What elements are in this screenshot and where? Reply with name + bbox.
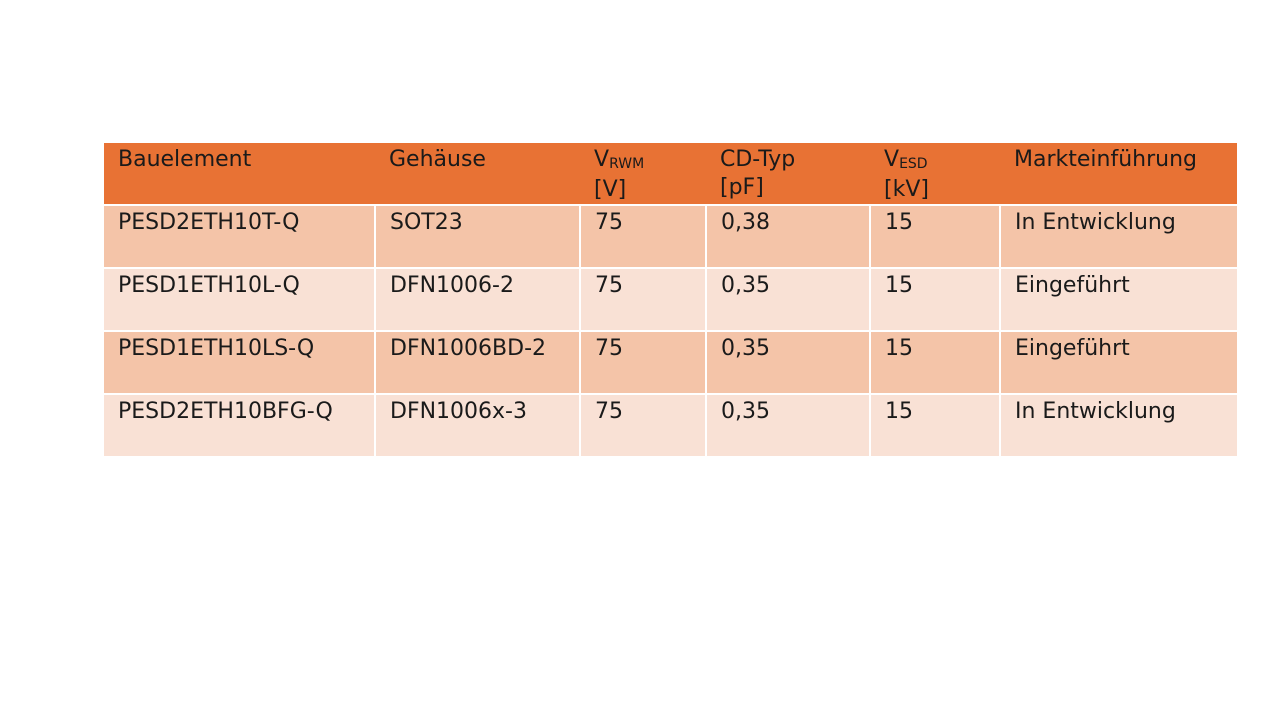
cell-status: In Entwicklung — [999, 205, 1237, 269]
cell-vrwm: 75 — [579, 331, 706, 395]
table-row: PESD2ETH10T-Q SOT23 75 0,38 15 In Entwic… — [104, 205, 1237, 269]
cell-device: PESD1ETH10LS-Q — [104, 331, 375, 395]
header-vesd: VESD [kV] — [870, 143, 1000, 206]
cell-device: PESD2ETH10T-Q — [104, 205, 375, 269]
cell-vesd: 15 — [869, 394, 1000, 458]
cell-cd: 0,35 — [705, 331, 870, 395]
cell-device: PESD1ETH10L-Q — [104, 268, 375, 332]
cell-status: In Entwicklung — [999, 394, 1237, 458]
product-table: Bauelement Gehäuse VRWM [V] CD-Typ [pF] VE… — [104, 143, 1237, 458]
cell-package: DFN1006BD-2 — [374, 331, 580, 395]
cell-vesd: 15 — [869, 331, 1000, 395]
header-cd-typ: CD-Typ [pF] — [706, 143, 870, 206]
header-bauelement: Bauelement — [104, 143, 375, 206]
table-header-row: Bauelement Gehäuse VRWM [V] CD-Typ [pF] VE… — [104, 143, 1237, 206]
cell-vrwm: 75 — [579, 205, 706, 269]
cell-vesd: 15 — [869, 268, 1000, 332]
cell-cd: 0,38 — [705, 205, 870, 269]
cell-package: DFN1006x-3 — [374, 394, 580, 458]
cell-vrwm: 75 — [579, 268, 706, 332]
cell-device: PESD2ETH10BFG-Q — [104, 394, 375, 458]
header-gehaeuse: Gehäuse — [375, 143, 580, 206]
table-row: PESD1ETH10L-Q DFN1006-2 75 0,35 15 Einge… — [104, 268, 1237, 332]
table-row: PESD2ETH10BFG-Q DFN1006x-3 75 0,35 15 In… — [104, 394, 1237, 458]
cell-status: Eingeführt — [999, 268, 1237, 332]
header-vrwm: VRWM [V] — [580, 143, 706, 206]
table-row: PESD1ETH10LS-Q DFN1006BD-2 75 0,35 15 Ei… — [104, 331, 1237, 395]
cell-cd: 0,35 — [705, 268, 870, 332]
cell-vesd: 15 — [869, 205, 1000, 269]
header-markteinfuehrung: Markteinführung — [1000, 143, 1237, 206]
cell-vrwm: 75 — [579, 394, 706, 458]
cell-status: Eingeführt — [999, 331, 1237, 395]
cell-package: DFN1006-2 — [374, 268, 580, 332]
cell-package: SOT23 — [374, 205, 580, 269]
cell-cd: 0,35 — [705, 394, 870, 458]
